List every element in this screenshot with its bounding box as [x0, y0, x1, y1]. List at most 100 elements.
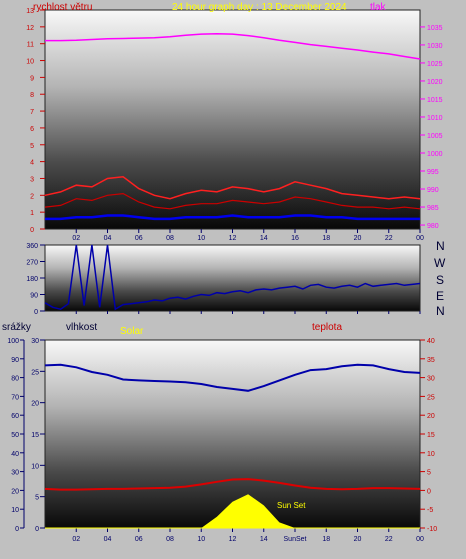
direction-tick-label: 360 — [26, 243, 38, 250]
wind-tick-label: 3 — [30, 176, 34, 183]
panel3-x-tick-label: 22 — [385, 536, 393, 543]
wind-tick-label: 0 — [30, 227, 34, 234]
humidity-tick-label: 30 — [31, 338, 39, 345]
panel3-x-tick-label: 20 — [354, 536, 362, 543]
temperature-series — [44, 478, 421, 491]
gust-series — [44, 176, 421, 200]
temperature-tick-label: 20 — [427, 413, 435, 420]
chart-title: 24 hour graph day : 13 December 2024 — [172, 2, 347, 13]
panel1-x-tick-label: 18 — [322, 235, 330, 242]
panel1-x-tick-label: 16 — [291, 235, 299, 242]
wind-series — [44, 192, 421, 210]
compass-n-bottom: N — [436, 304, 445, 318]
wind-tick-label: 4 — [30, 160, 34, 167]
rain-tick-label: 50 — [11, 432, 19, 439]
temperature-tick-label: -5 — [427, 507, 433, 514]
pressure-tick-label: 995 — [427, 169, 439, 176]
humidity-tick-label: 25 — [31, 369, 39, 376]
humidity-tick-label: 20 — [31, 401, 39, 408]
panel3-x-tick-label: 12 — [229, 536, 237, 543]
panel1-plot-area — [44, 9, 421, 230]
wind-tick-label: 8 — [30, 92, 34, 99]
wind-axis-label: rychlost větru — [33, 2, 92, 13]
panel1-x-tick-label: 02 — [72, 235, 80, 242]
direction-series — [44, 244, 421, 311]
rain-tick-label: 80 — [11, 376, 19, 383]
solar-label: Solar — [120, 326, 144, 337]
rain-tick-label: 0 — [15, 526, 19, 533]
wind-tick-label: 2 — [30, 193, 34, 200]
panel1-x-tick-label: 20 — [354, 235, 362, 242]
pressure-axis-label: tlak — [370, 2, 387, 13]
sunset-annotation: Sun Set — [277, 501, 306, 510]
compass-n-top: N — [436, 239, 445, 253]
panel3-x-tick-label: 14 — [260, 536, 268, 543]
pressure-tick-label: 1035 — [427, 25, 443, 32]
panel2-plot-area — [44, 244, 421, 312]
direction-tick-label: 180 — [26, 276, 38, 283]
panel1-x-tick-label: 14 — [260, 235, 268, 242]
temperature-tick-label: 40 — [427, 338, 435, 345]
temperature-tick-label: 0 — [427, 488, 431, 495]
pressure-tick-label: 1025 — [427, 61, 443, 68]
temperature-tick-label: 35 — [427, 357, 435, 364]
panel1-x-tick-label: 06 — [135, 235, 143, 242]
wind-tick-label: 7 — [30, 109, 34, 116]
humidity-axis-label: vlhkost — [66, 322, 97, 333]
panel3-x-tick-label: 06 — [135, 536, 143, 543]
humidity-tick-label: 0 — [35, 526, 39, 533]
humidity-tick-label: 15 — [31, 432, 39, 439]
rain-tick-label: 30 — [11, 470, 19, 477]
rain-tick-label: 20 — [11, 488, 19, 495]
panel3-x-tick-label: 08 — [166, 536, 174, 543]
compass-e: E — [436, 289, 444, 303]
pressure-tick-label: 1020 — [427, 79, 443, 86]
wind-tick-label: 10 — [26, 59, 34, 66]
rain-axis-label: srážky — [2, 322, 31, 333]
pressure-series — [45, 33, 421, 60]
wind-tick-label: 11 — [27, 42, 34, 49]
temperature-tick-label: 15 — [427, 432, 435, 439]
rain-tick-label: 60 — [11, 413, 19, 420]
wind-tick-label: 1 — [30, 210, 34, 217]
panel3-x-tick-label: 02 — [72, 536, 80, 543]
panel1-x-tick-label: 22 — [385, 235, 393, 242]
wind-tick-label: 13 — [26, 8, 34, 15]
pressure-tick-label: 1010 — [427, 115, 443, 122]
panel3-x-tick-label: 18 — [322, 536, 330, 543]
rain-tick-label: 90 — [11, 357, 19, 364]
rain-tick-label: 40 — [11, 451, 19, 458]
avg-wind-series — [45, 214, 420, 221]
panel3-x-tick-label: SunSet — [284, 536, 307, 543]
panel1-x-tick-label: 00 — [416, 235, 424, 242]
compass-w: W — [434, 256, 446, 270]
panel1-x-tick-label: 12 — [229, 235, 237, 242]
rain-tick-label: 70 — [11, 394, 19, 401]
rain-tick-label: 10 — [11, 507, 19, 514]
pressure-tick-label: 1000 — [427, 151, 443, 158]
panel1-x-tick-label: 08 — [166, 235, 174, 242]
panel1-x-tick-label: 04 — [104, 235, 112, 242]
pressure-tick-label: 1015 — [427, 97, 443, 104]
humidity-series — [44, 363, 421, 392]
temperature-tick-label: 25 — [427, 394, 435, 401]
pressure-tick-label: 1030 — [427, 43, 443, 50]
wind-tick-label: 5 — [30, 143, 34, 150]
wind-tick-label: 9 — [30, 75, 34, 82]
humidity-tick-label: 5 — [35, 495, 39, 502]
panel3-x-tick-label: 10 — [197, 536, 205, 543]
rain-tick-label: 100 — [7, 338, 19, 345]
direction-tick-label: 270 — [26, 260, 38, 267]
direction-tick-label: 0 — [34, 309, 38, 316]
panel1-x-tick-label: 10 — [197, 235, 205, 242]
panel3-x-tick-label: 04 — [104, 536, 112, 543]
temperature-axis-label: teplota — [312, 322, 342, 333]
pressure-tick-label: 1005 — [427, 133, 443, 140]
direction-tick-label: 90 — [30, 293, 38, 300]
wind-tick-label: 12 — [26, 25, 34, 32]
pressure-tick-label: 990 — [427, 187, 439, 194]
humidity-tick-label: 10 — [31, 463, 39, 470]
panel3-plot-area — [44, 339, 421, 529]
pressure-tick-label: 980 — [427, 223, 439, 230]
